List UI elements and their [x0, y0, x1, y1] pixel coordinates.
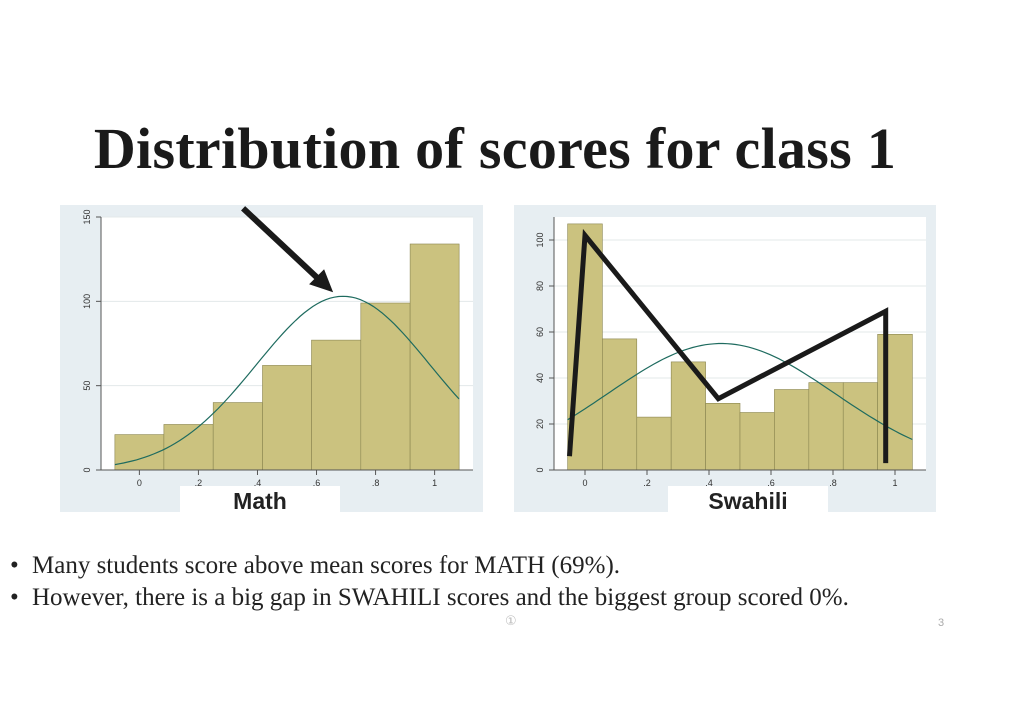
math-x-tick-label: 1	[432, 478, 437, 488]
annotation-polyline	[567, 228, 889, 464]
math-x-tick-label: .8	[372, 478, 380, 488]
bullet-item-math: • Many students score above mean scores f…	[10, 550, 849, 582]
swahili-y-tick-label: 80	[535, 281, 545, 291]
bullet-symbol: •	[10, 552, 19, 579]
swahili-bar	[739, 412, 775, 471]
swahili-y-tick-label: 20	[535, 419, 545, 429]
math-chart-label: Math	[180, 486, 340, 516]
bullet-item-swahili: • However, there is a big gap in SWAHILI …	[10, 582, 849, 614]
swahili-bar	[636, 416, 672, 471]
math-y-tick-label: 100	[82, 294, 92, 309]
swahili-y-tick-label: 40	[535, 373, 545, 383]
swahili-normal-curve	[567, 342, 913, 441]
swahili-bar	[774, 389, 810, 471]
swahili-x-tick-label: .8	[829, 478, 837, 488]
swahili-histogram-panel: 0 20 40 60 80 100 0 .2 .4 .6 .8 1 Swahili	[514, 205, 936, 516]
swahili-x-tick-label: 1	[892, 478, 897, 488]
math-y-tick-label: 50	[82, 381, 92, 391]
bullet-text: However, there is a big gap in SWAHILI s…	[32, 584, 849, 611]
swahili-x-tick-label: .6	[767, 478, 775, 488]
math-y-tick-label: 0	[82, 467, 92, 472]
swahili-y-tick-label: 0	[535, 467, 545, 472]
swahili-y-tick-label: 100	[535, 232, 545, 247]
math-bar	[163, 424, 214, 471]
math-bar	[311, 339, 362, 471]
swahili-chart-label: Swahili	[668, 486, 828, 516]
math-bar	[360, 302, 411, 471]
swahili-histogram-chart: 0 20 40 60 80 100 0 .2 .4 .6 .8 1	[514, 205, 936, 512]
math-x-tick-label: .6	[313, 478, 321, 488]
swahili-bar	[842, 382, 878, 471]
swahili-x-tick-label: 0	[582, 478, 587, 488]
math-normal-curve	[114, 295, 460, 466]
swahili-bar	[877, 334, 913, 471]
note-marker: ①	[505, 614, 517, 629]
math-x-tick-label: 0	[137, 478, 142, 488]
math-histogram-chart: 0 50 100 150 0 .2 .4 .6 .8 1	[60, 205, 483, 512]
math-y-tick-label: 150	[82, 209, 92, 224]
swahili-x-tick-label: .2	[643, 478, 651, 488]
math-x-tick-label: .4	[254, 478, 262, 488]
math-bar	[409, 243, 460, 471]
bullet-text: Many students score above mean scores fo…	[32, 552, 621, 579]
page-number: 3	[938, 617, 945, 629]
swahili-x-tick-label: .4	[705, 478, 713, 488]
math-bar	[212, 402, 263, 471]
annotation-arrow-line	[241, 206, 325, 285]
math-bar	[262, 365, 312, 471]
swahili-y-tick-label: 60	[535, 327, 545, 337]
math-histogram-panel: 0 50 100 150 0 .2 .4 .6 .8 1 Math	[60, 205, 483, 516]
bullet-list: • Many students score above mean scores f…	[10, 550, 849, 614]
slide-title: Distribution of scores for class 1	[93, 116, 897, 181]
math-x-tick-label: .2	[195, 478, 203, 488]
swahili-bar	[705, 403, 741, 471]
swahili-bar	[602, 338, 638, 471]
bullet-symbol: •	[10, 584, 19, 611]
annotation-arrow-head	[309, 269, 334, 293]
